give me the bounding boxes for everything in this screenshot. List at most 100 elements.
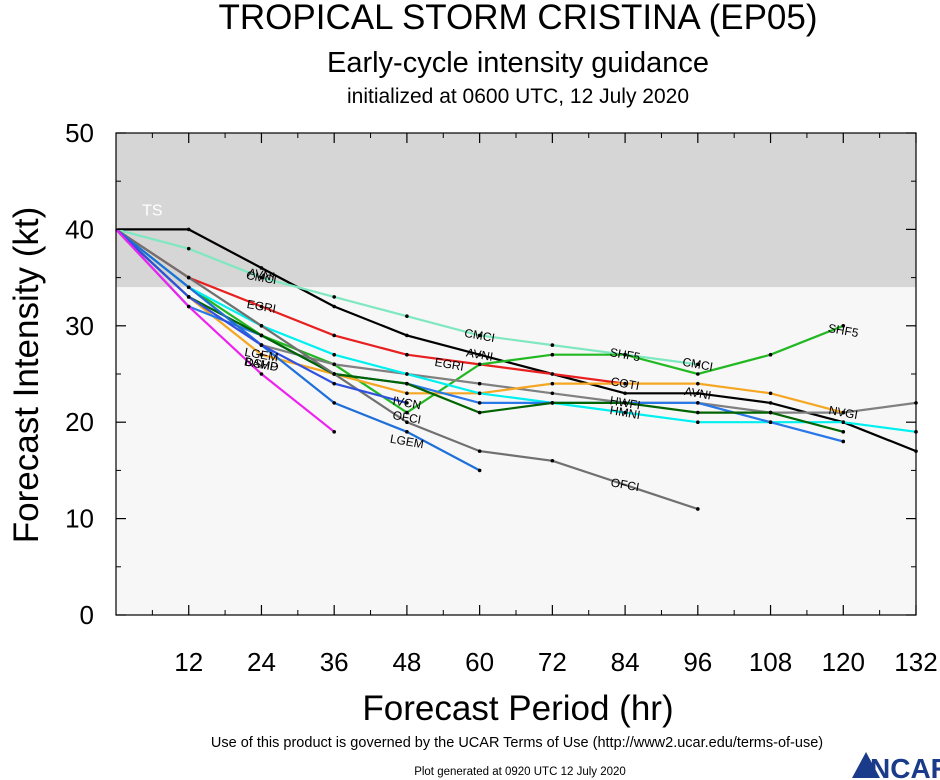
series-label: NVGI [828, 403, 859, 422]
series-label: AVNI [247, 265, 276, 283]
y-tick-label: 0 [80, 600, 94, 630]
x-tick-label: 60 [465, 647, 494, 677]
data-point [623, 352, 627, 357]
data-point [477, 410, 482, 415]
data-point [550, 401, 555, 405]
ncar-logo: NCAR [852, 752, 940, 780]
series-line-hmni [115, 228, 917, 433]
x-tick-label: 12 [174, 647, 203, 677]
data-point [259, 343, 264, 347]
data-point [768, 352, 773, 357]
data-point [696, 420, 700, 425]
data-point [768, 391, 773, 396]
data-point [332, 304, 336, 309]
data-point [405, 352, 409, 357]
data-point [477, 468, 482, 473]
data-point [841, 420, 846, 425]
series-dshp [115, 228, 409, 405]
data-point [332, 333, 336, 338]
series-line-bamd [115, 228, 335, 433]
series-line-avni [116, 228, 917, 453]
data-point [696, 507, 700, 511]
data-point [550, 391, 555, 396]
series-label: SHF5 [609, 345, 642, 364]
data-point [259, 304, 264, 309]
chart-title: TROPICAL STORM CRISTINA (EP05) [219, 0, 818, 37]
data-point [332, 401, 336, 405]
y-tick-label: 30 [65, 311, 94, 341]
data-point [768, 420, 773, 425]
data-point [186, 246, 191, 251]
x-tick-label: 24 [247, 647, 276, 677]
data-point [477, 362, 482, 367]
x-tick-label: 36 [320, 647, 349, 677]
data-point [405, 381, 409, 386]
data-point [405, 430, 409, 434]
series-label: BAMD [243, 354, 280, 374]
series-line-egri [115, 228, 626, 385]
series-line-lgem [115, 228, 481, 472]
data-point [259, 372, 264, 376]
data-point [259, 275, 264, 280]
generated-time: Plot generated at 0920 UTC 12 July 2020 [414, 766, 626, 778]
data-point [405, 391, 409, 396]
data-point [259, 352, 264, 357]
series-label: AVNI [465, 345, 494, 363]
data-point [405, 333, 409, 338]
series-ofci [115, 228, 700, 511]
data-point [405, 410, 409, 415]
data-point [477, 352, 482, 357]
data-point [332, 362, 336, 367]
data-point [332, 430, 336, 434]
series-label: IVCN [392, 394, 423, 413]
data-point [623, 391, 627, 396]
ncar-logo-text: NCAR [870, 753, 940, 780]
series-label: DSHP [244, 355, 279, 375]
series-label: LGEM [389, 432, 425, 452]
plot-area: TSAVNIAVNIAVNICMCICMCICMCIEGRIEGRISHF5SH… [65, 118, 938, 677]
data-point [696, 372, 700, 376]
data-point [405, 314, 409, 318]
data-point [477, 381, 482, 386]
x-tick-label: 120 [822, 647, 865, 677]
data-point [186, 227, 191, 232]
data-point [332, 352, 336, 357]
data-point [623, 401, 627, 405]
data-point [550, 352, 555, 357]
data-point [332, 372, 336, 376]
y-tick-label: 20 [65, 407, 94, 437]
terms-of-use: Use of this product is governed by the U… [211, 735, 823, 751]
x-tick-label: 48 [392, 647, 421, 677]
series-label: LGEM [243, 345, 279, 365]
data-point [696, 410, 700, 415]
y-tick-label: 40 [65, 214, 94, 244]
series-label: SHF5 [827, 321, 860, 340]
series-label: COTI [610, 374, 641, 393]
data-point [332, 381, 336, 386]
x-tick-label: 108 [749, 647, 792, 677]
chart-subtitle: Early-cycle intensity guidance [327, 47, 709, 79]
data-point [405, 420, 409, 425]
data-point [696, 401, 700, 405]
data-point [696, 391, 700, 396]
series-label: OFCI [610, 475, 641, 494]
data-point [550, 381, 555, 386]
data-point [186, 304, 191, 309]
x-tick-label: 84 [611, 647, 640, 677]
data-point [332, 295, 336, 299]
init-time: initialized at 0600 UTC, 12 July 2020 [347, 85, 689, 108]
series-label: CMCI [463, 326, 496, 345]
series-label: CMCI [681, 355, 714, 374]
data-point [623, 410, 627, 415]
series-label: OFCI [392, 408, 423, 427]
data-point [841, 430, 846, 434]
series-label: HMNI [609, 403, 642, 422]
data-point [186, 285, 191, 290]
x-tick-label: 96 [683, 647, 712, 677]
data-point [550, 343, 555, 347]
series-bamd [115, 228, 336, 434]
data-point [477, 401, 482, 405]
data-point [477, 391, 482, 396]
y-tick-label: 50 [65, 118, 94, 148]
